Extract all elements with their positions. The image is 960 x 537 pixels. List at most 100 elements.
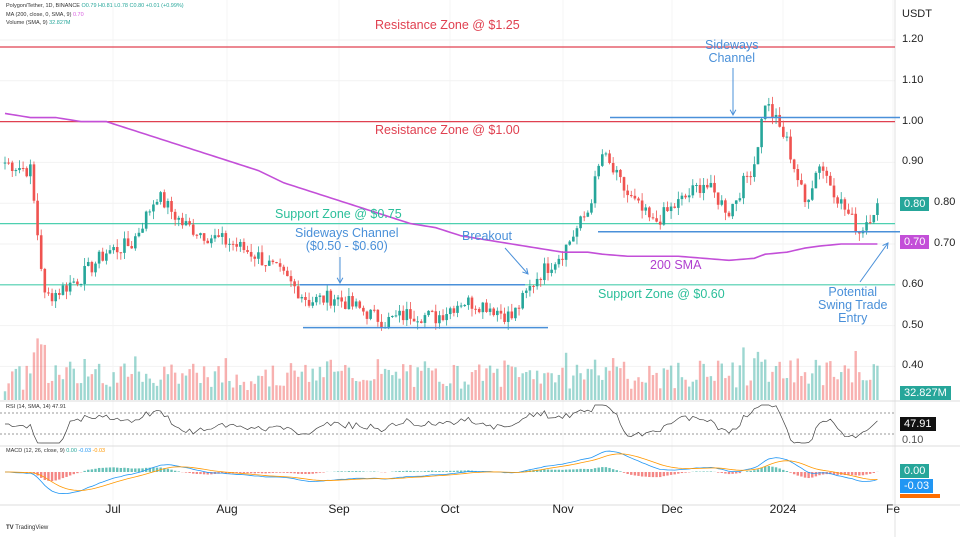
macd-histogram-bar [116, 467, 119, 472]
candle [756, 147, 760, 165]
volume-bar [764, 359, 767, 400]
sideways-channel-2-label: Sideways Channel [705, 38, 759, 65]
support-060-label: Support Zone @ $0.60 [598, 287, 725, 301]
macd-histogram-bar [811, 472, 814, 478]
candle [456, 305, 459, 313]
candle [119, 252, 123, 254]
candle [601, 154, 604, 166]
volume-bar [499, 386, 503, 400]
volume-bar [130, 373, 133, 400]
volume-bar [615, 366, 618, 400]
macd-histogram-bar [441, 471, 445, 472]
currency-label: USDT [902, 8, 932, 20]
candle [615, 169, 619, 173]
macd-histogram-bar [821, 472, 825, 475]
candle [412, 318, 416, 322]
macd-histogram-bar [633, 472, 637, 476]
candle [25, 168, 29, 177]
candle [195, 234, 199, 236]
macd-histogram-bar [358, 471, 361, 472]
volume-bar [416, 367, 419, 400]
macd-histogram-bar [764, 466, 767, 472]
macd-histogram-bar [449, 470, 452, 472]
volume-bar [228, 380, 231, 400]
macd-histogram-bar [282, 472, 285, 473]
volume-bar [199, 382, 202, 400]
volume-bar [329, 359, 332, 400]
volume-bar [583, 379, 586, 400]
macd-histogram-bar [336, 471, 340, 472]
candle [333, 299, 336, 306]
candle [97, 251, 101, 264]
macd-histogram-bar [586, 469, 590, 472]
rsi-legend: RSI (14, SMA, 14) 47.91 [6, 404, 66, 410]
candle [210, 238, 213, 244]
macd-histogram-bar [202, 472, 206, 475]
macd-histogram-bar [760, 467, 763, 472]
volume-bar [184, 375, 188, 400]
macd-line [4, 450, 878, 495]
candle [65, 285, 68, 292]
candle [217, 235, 220, 237]
candle [488, 308, 492, 312]
volume-bar [550, 373, 553, 400]
macd-histogram-bar [434, 471, 437, 472]
volume-legend: Volume (SMA, 9) 32.827M [6, 20, 71, 26]
volume-bar [861, 380, 865, 400]
volume-bar [300, 371, 304, 400]
volume-bar [249, 381, 253, 400]
volume-bar [481, 380, 485, 400]
macd-histogram-bar [619, 471, 622, 472]
candle [380, 321, 383, 328]
macd-histogram-bar [745, 471, 749, 472]
volume-bar [535, 370, 539, 400]
breakout-arrow [504, 247, 529, 275]
candle [50, 293, 54, 302]
candle [611, 162, 615, 173]
macd-histogram-bar [40, 472, 43, 478]
macd-histogram-bar [351, 471, 354, 472]
candle [105, 253, 108, 261]
volume-bar [575, 364, 579, 400]
volume-bar [192, 363, 195, 400]
candle [568, 241, 572, 245]
candle [224, 233, 228, 245]
volume-bar [872, 364, 875, 400]
candle [810, 188, 814, 200]
volume-bar [278, 385, 282, 400]
macd-histogram-bar [789, 472, 792, 473]
volume-bar [640, 381, 644, 400]
volume-bar [709, 376, 713, 400]
volume-bar [756, 351, 760, 400]
candle [405, 309, 409, 321]
volume-bar [586, 368, 590, 400]
volume-bar [622, 361, 626, 400]
macd-histogram-bar [456, 470, 459, 472]
candle [517, 307, 521, 309]
volume-bar [745, 385, 749, 400]
channel-2-arrow-head [729, 109, 737, 117]
volume-bar [144, 373, 148, 400]
candle [782, 126, 785, 137]
macd-histogram-bar [224, 472, 228, 474]
macd-histogram-bar [593, 468, 597, 472]
macd-histogram-bar [640, 472, 644, 477]
rsi-value: 47.91 [52, 404, 66, 410]
macd-histogram-bar [557, 469, 561, 472]
macd-histogram-bar [271, 472, 275, 473]
candle [235, 244, 238, 247]
candle [477, 308, 481, 313]
volume-bar [738, 365, 742, 400]
volume-bar [409, 364, 412, 400]
candle [430, 310, 434, 312]
macd-histogram-bar [83, 470, 86, 472]
breakout-arrow-head [522, 268, 529, 275]
sma-badge: 0.70 [900, 235, 930, 249]
macd-histogram-bar [785, 471, 789, 472]
candle [3, 162, 7, 164]
macd-histogram-bar [807, 472, 810, 479]
macd-histogram-bar [858, 472, 861, 476]
volume-bar [854, 350, 857, 400]
volume-bar [470, 372, 474, 400]
